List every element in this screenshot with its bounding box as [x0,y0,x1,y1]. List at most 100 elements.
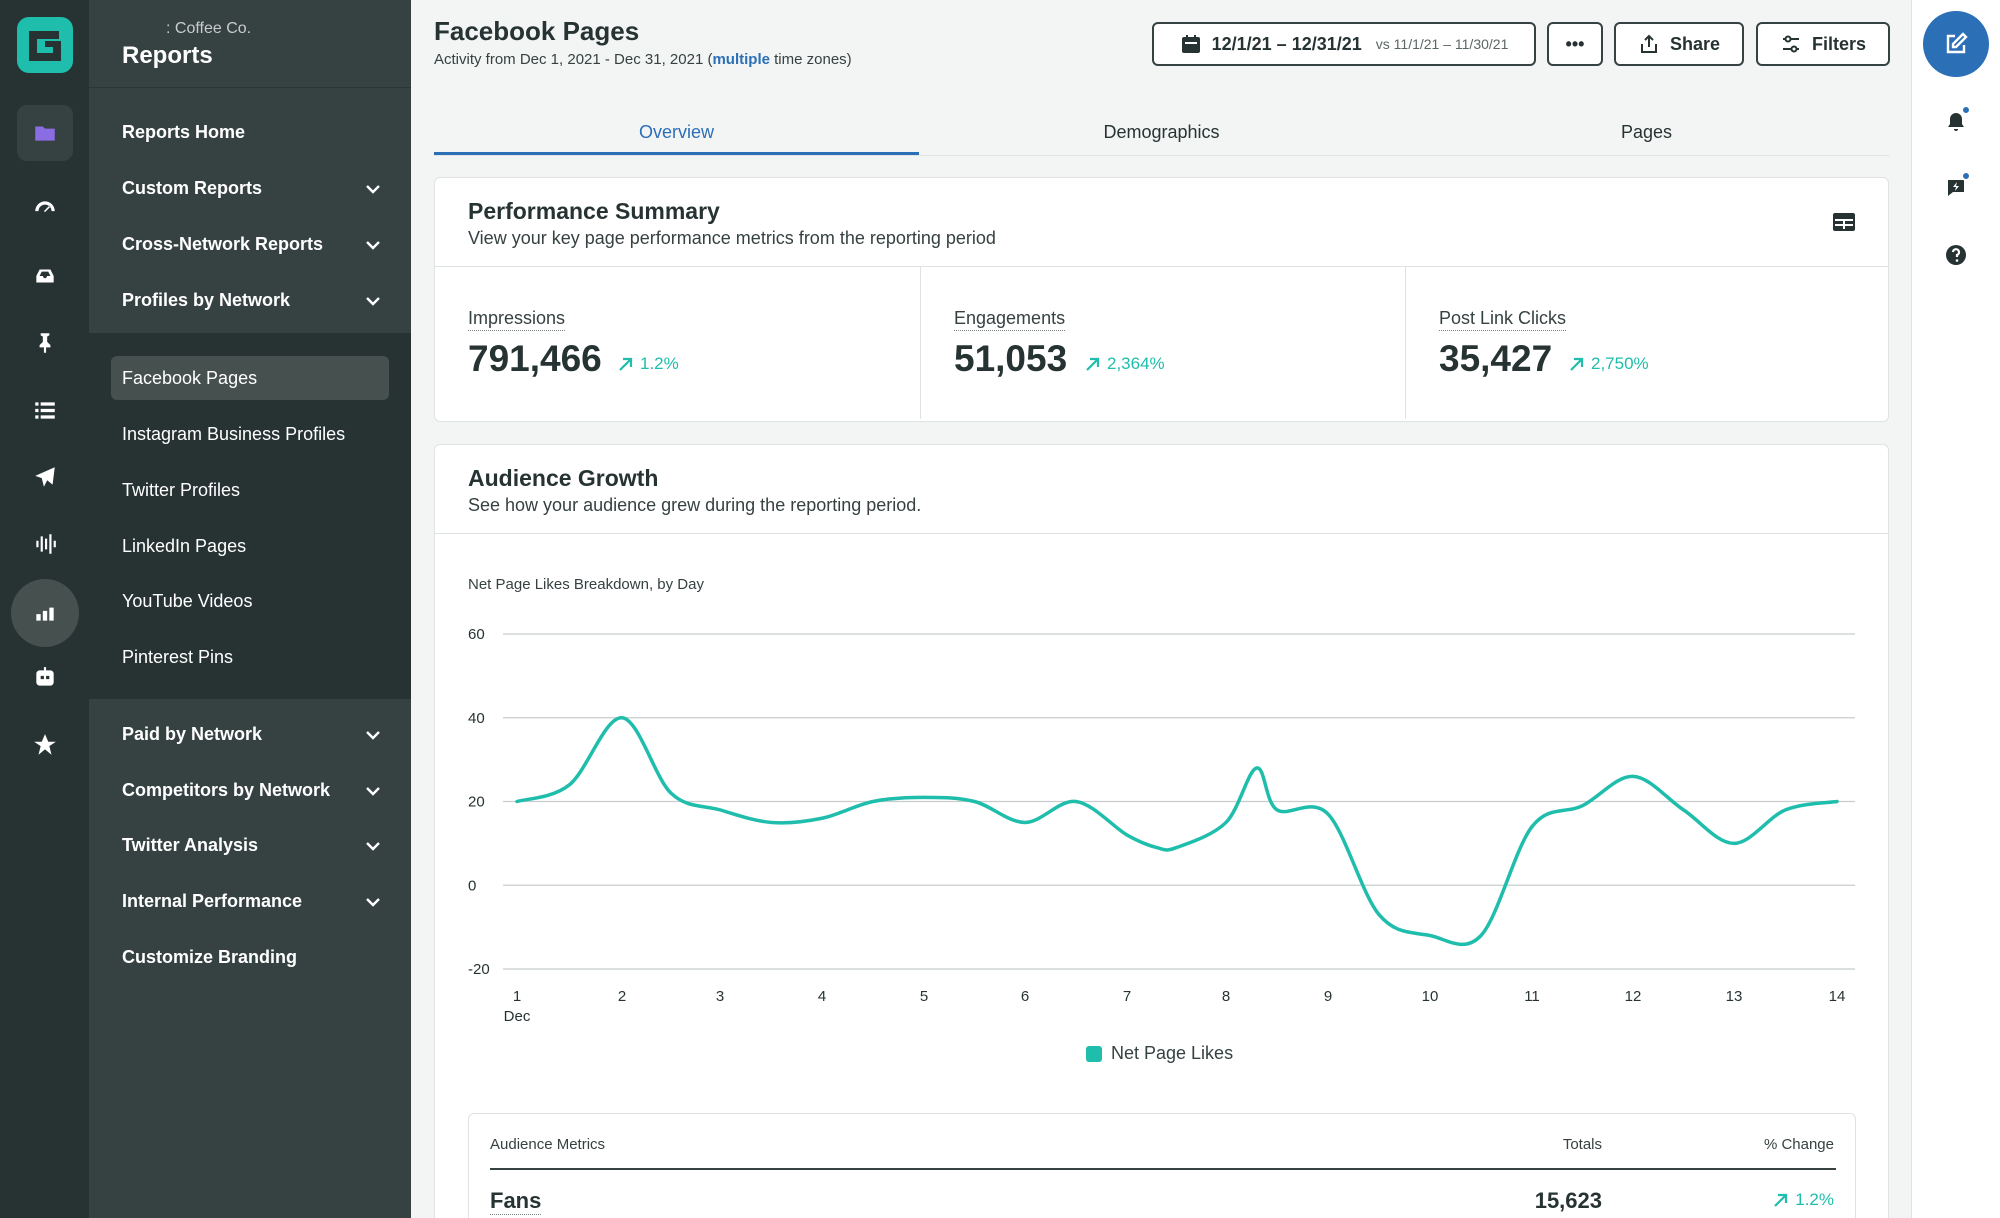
nav-twitter-analysis[interactable]: Twitter Analysis [122,835,382,856]
chevron-down-icon [366,841,380,851]
nav-reports-home[interactable]: Reports Home [122,122,246,142]
x-tick-label: 7 [1123,988,1131,1005]
x-tick-label: 9 [1324,988,1332,1005]
col-header-metric: Audience Metrics [490,1136,606,1153]
chart-title: Net Page Likes Breakdown, by Day [468,576,704,593]
x-tick-label: 14 [1829,988,1846,1005]
tab-pages[interactable]: Pages [1620,122,1673,142]
metric-label[interactable]: Engagements [954,308,1066,331]
metric-impressions: Impressions 791,466 1.2% [435,266,920,419]
nav-competitors-by-network[interactable]: Competitors by Network [122,780,382,801]
performance-summary-title: Performance Summary [468,198,720,224]
nav-profiles-by-network[interactable]: Profiles by Network [122,290,382,311]
legend-label[interactable]: Net Page Likes [1111,1043,1233,1063]
audience-growth-title: Audience Growth [468,465,659,491]
y-tick-label: 40 [468,710,485,727]
audience-growth-desc: See how your audience grew during the re… [468,495,922,515]
x-tick-label: 6 [1021,988,1029,1005]
x-tick-label: 8 [1222,988,1230,1005]
org-name: : Coffee Co. [166,20,252,37]
x-tick-label: 11 [1524,988,1540,1005]
date-range-button[interactable]: 12/1/21 – 12/31/21 vs 11/1/21 – 11/30/21 [1152,22,1536,66]
reports-icon[interactable] [11,579,79,647]
inbox-icon[interactable] [17,248,73,304]
metric-change: 2,364% [1084,354,1165,374]
y-axis: 60 40 20 0 -20 [468,626,490,978]
filters-button[interactable]: Filters [1756,22,1890,66]
notifications-button[interactable] [1941,105,1971,137]
x-tick-label: 2 [618,988,626,1005]
metric-engagements: Engagements 51,053 2,364% [920,266,1405,419]
trend-up-icon [1570,357,1584,371]
nav-twitter-profiles[interactable]: Twitter Profiles [122,480,241,500]
trend-up-icon [619,357,633,371]
bot-icon[interactable] [17,650,73,706]
bell-icon [1948,113,1964,131]
chevron-down-icon [366,184,380,194]
star-icon[interactable] [17,717,73,773]
metric-post-link-clicks: Post Link Clicks 35,427 2,750% [1405,266,1890,419]
nav-linkedin-pages[interactable]: LinkedIn Pages [122,536,247,556]
y-tick-label: 0 [468,877,476,894]
audience-growth-card: Audience Growth See how your audience gr… [434,444,1889,1218]
notification-dot [1961,105,1971,115]
x-tick-label: 10 [1422,988,1439,1005]
x-tick-label: 5 [920,988,928,1005]
nav-header: : Coffee Co. Reports [89,0,411,88]
more-options-button[interactable]: ••• [1547,22,1603,66]
x-sub-label: Dec [504,1008,531,1025]
right-rail [1911,0,2000,1218]
share-button[interactable]: Share [1614,22,1744,66]
nav-paid-by-network[interactable]: Paid by Network [122,724,382,745]
main-content: Facebook Pages Activity from Dec 1, 2021… [411,0,1911,1218]
table-view-icon[interactable] [1832,211,1856,233]
y-tick-label: 60 [468,626,485,643]
audience-metrics-table: Audience Metrics Totals % Change Fans 15… [468,1113,1856,1218]
listening-icon[interactable] [17,516,73,572]
performance-summary-desc: View your key page performance metrics f… [468,228,996,248]
legend-swatch [1086,1046,1102,1062]
nav-pinterest-pins[interactable]: Pinterest Pins [122,647,234,667]
x-tick-label: 3 [716,988,724,1005]
calendar-icon [1181,35,1200,53]
header-divider [490,1168,1836,1170]
chevron-down-icon [366,240,380,250]
nav-customize-branding[interactable]: Customize Branding [122,947,298,967]
page-subtitle: Activity from Dec 1, 2021 - Dec 31, 2021… [434,51,852,68]
nav-active-highlight [111,356,389,400]
send-icon[interactable] [17,449,73,505]
x-tick-label: 13 [1726,988,1743,1005]
dashboard-icon[interactable] [17,182,73,238]
y-tick-label: 20 [468,794,485,811]
nav-custom-reports[interactable]: Custom Reports [122,178,382,199]
page-title: Facebook Pages [434,16,640,46]
table-row-metric[interactable]: Fans [490,1188,542,1215]
feedback-button[interactable] [1941,171,1971,203]
feedback-icon [1948,180,1964,196]
series-line-net-page-likes [515,716,1839,947]
metric-value: 51,053 [954,338,1068,379]
time-zones-link[interactable]: multiple [712,51,770,68]
list-icon[interactable] [17,382,73,438]
help-button[interactable] [1941,240,1971,270]
pin-icon[interactable] [17,315,73,371]
nav-instagram-business-profiles[interactable]: Instagram Business Profiles [122,424,346,444]
nav-cross-network-reports[interactable]: Cross-Network Reports [122,234,382,255]
nav-internal-performance[interactable]: Internal Performance [122,891,382,912]
tab-overview[interactable]: Overview [434,110,919,155]
nav-youtube-videos[interactable]: YouTube Videos [122,591,253,611]
col-header-change: % Change [1763,1136,1834,1153]
metric-label[interactable]: Post Link Clicks [1439,308,1567,331]
x-tick-label: 1 [513,988,521,1005]
x-axis: 1 2 3 4 5 6 7 8 9 10 11 12 13 14 [513,988,1846,1005]
chevron-down-icon [366,897,380,907]
metric-label[interactable]: Impressions [468,308,566,331]
logo-icon[interactable] [15,15,75,75]
notification-dot [1961,171,1971,181]
chevron-down-icon [366,786,380,796]
metric-value: 791,466 [468,338,602,379]
nav-facebook-pages[interactable]: Facebook Pages [122,368,258,388]
tab-demographics[interactable]: Demographics [1103,122,1220,142]
folder-icon[interactable] [17,105,73,161]
compose-button[interactable] [1923,11,1989,77]
